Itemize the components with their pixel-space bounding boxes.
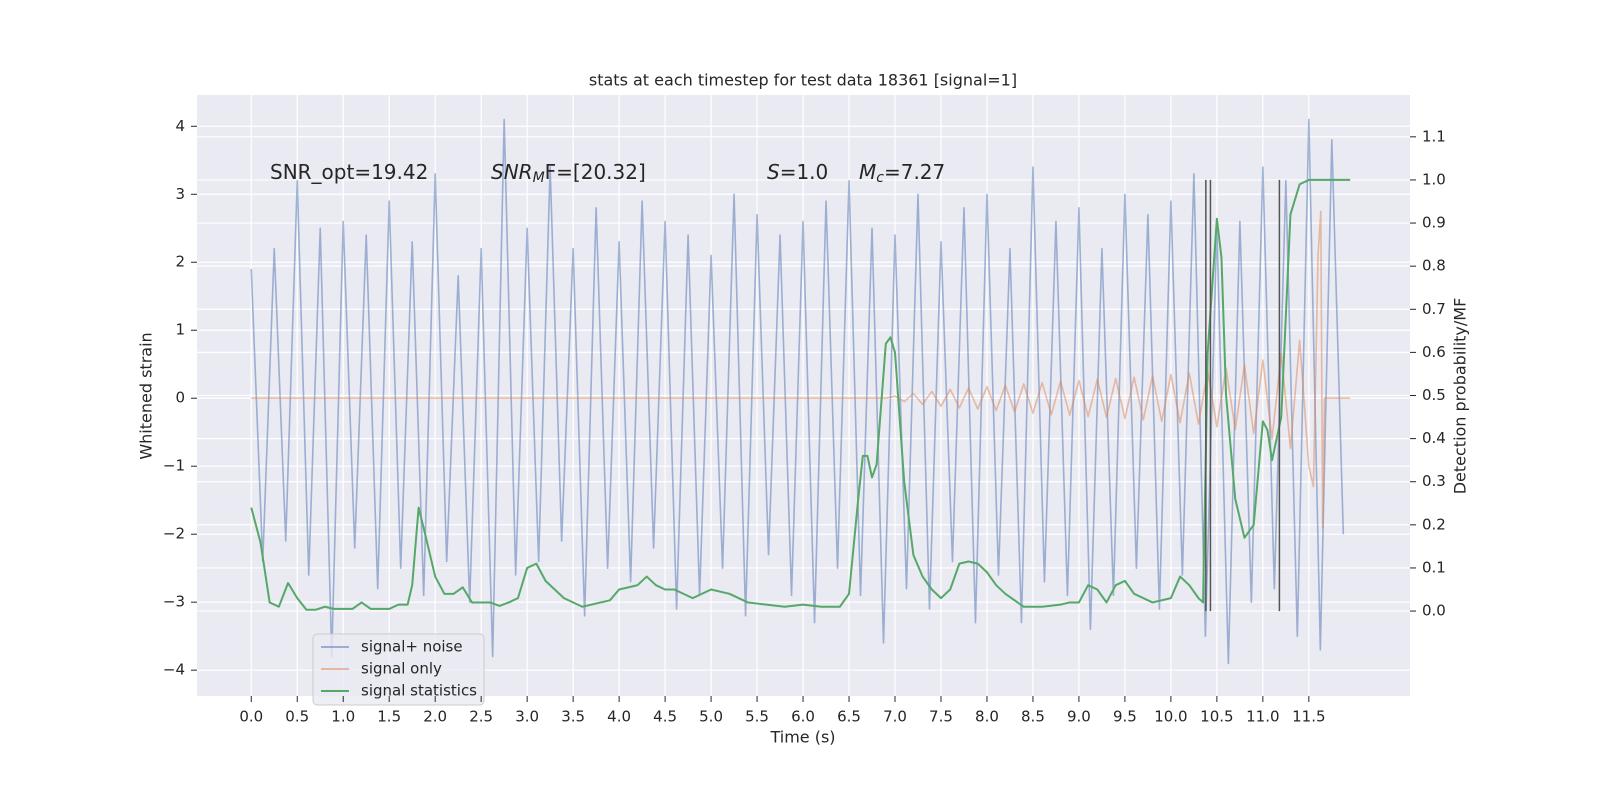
y2-tick-label: 0.8	[1422, 257, 1446, 275]
x-tick-label: 7.5	[929, 708, 953, 726]
x-tick-label: 3.5	[561, 708, 585, 726]
x-tick-label: 8.0	[975, 708, 999, 726]
x-tick-label: 11.5	[1292, 708, 1325, 726]
y2-tick-label: 0.1	[1422, 558, 1446, 576]
annotation: Mc=7.27	[859, 160, 945, 187]
x-tick-label: 10.5	[1200, 708, 1233, 726]
y-tick-label: −3	[163, 593, 185, 611]
x-tick-label: 3.0	[515, 708, 539, 726]
annotation-text: F=[20.32]	[545, 160, 646, 184]
x-tick-label: 1.0	[331, 708, 355, 726]
annotations: SNR_opt=19.42 SNRMF=[20.32] S=1.0 Mc=7.27	[270, 160, 945, 187]
x-tick-label: 1.5	[377, 708, 401, 726]
y2-tick-label: 0.7	[1422, 300, 1446, 318]
x-tick-label: 5.5	[745, 708, 769, 726]
y2-tick-label: 1.0	[1422, 170, 1446, 188]
x-tick-label: 11.0	[1246, 708, 1279, 726]
annotation: SNR_opt=19.42	[270, 160, 428, 184]
legend-box	[312, 633, 485, 706]
x-tick-label: 6.0	[791, 708, 815, 726]
x-tick-label: 8.5	[1021, 708, 1045, 726]
legend-label: signal statistics	[361, 682, 477, 700]
y2-tick-label: 0.5	[1422, 386, 1446, 404]
y2-tick-label: 0.6	[1422, 343, 1446, 361]
series-line	[250, 178, 1351, 611]
y-tick-label: −4	[163, 661, 185, 679]
y-tick-label: −1	[163, 457, 185, 475]
x-tick-label: 0.0	[239, 708, 263, 726]
x-tick-label: 2.0	[423, 708, 447, 726]
legend-label: signal only	[361, 660, 442, 678]
annotation-italic: S	[767, 160, 780, 184]
y2-tick-label: 0.0	[1422, 602, 1446, 620]
annotation-italic: M	[859, 160, 876, 184]
annotation-subscript: M	[533, 170, 545, 186]
y-tick-label: 2	[175, 253, 185, 271]
annotation-subscript: c	[876, 170, 884, 186]
x-tick-label: 5.0	[699, 708, 723, 726]
x-tick-label: 2.5	[469, 708, 493, 726]
x-tick-label: 0.5	[285, 708, 309, 726]
y2-tick-label: 0.3	[1422, 472, 1446, 490]
annotation-italic: SNR	[491, 160, 533, 184]
y-tick-label: 3	[175, 185, 185, 203]
y2-tick-label: 0.9	[1422, 214, 1446, 232]
y2-axis-label: Detection probability/MF	[1451, 298, 1470, 495]
x-tick-label: 9.0	[1067, 708, 1091, 726]
legend-label: signal+ noise	[361, 638, 463, 656]
x-tick-label: 6.5	[837, 708, 861, 726]
y2-tick-label: 0.2	[1422, 515, 1446, 533]
y-axis-label: Whitened strain	[137, 332, 156, 459]
series-line	[250, 118, 1345, 665]
y-tick-label: 0	[175, 389, 185, 407]
y-tick-label: 4	[175, 117, 185, 135]
annotation: S=1.0	[767, 160, 828, 184]
x-tick-label: 4.5	[653, 708, 677, 726]
x-tick-label: 7.0	[883, 708, 907, 726]
y-tick-label: −2	[163, 525, 185, 543]
y2-tick-label: 1.1	[1422, 127, 1446, 145]
legend: signal+ noise signal only signal statistic…	[312, 633, 485, 706]
x-tick-label: 4.0	[607, 708, 631, 726]
x-axis-label: Time (s)	[769, 728, 835, 747]
annotation-text: SNR_opt=19.42	[270, 160, 428, 184]
annotation: SNRMF=[20.32]	[491, 160, 646, 187]
x-tick-label: 9.5	[1113, 708, 1137, 726]
annotation-text: =7.27	[884, 160, 945, 184]
y2-tick-label: 0.4	[1422, 429, 1446, 447]
data	[250, 118, 1351, 665]
y-tick-label: 1	[175, 321, 185, 339]
x-tick-label: 10.0	[1154, 708, 1187, 726]
chart-title: stats at each timestep for test data 183…	[589, 71, 1017, 90]
annotation-text: =1.0	[780, 160, 829, 184]
